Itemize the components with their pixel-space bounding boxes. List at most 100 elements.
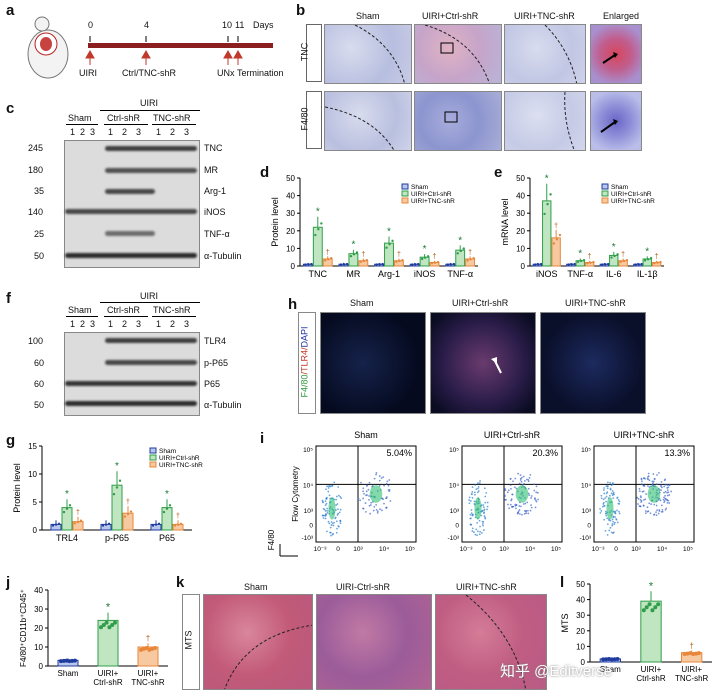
event-dot (378, 479, 381, 482)
data-point (385, 246, 388, 249)
event-dot (336, 503, 339, 505)
event-dot (609, 494, 611, 497)
data-point (604, 657, 609, 662)
event-dot (327, 490, 330, 493)
event-dot (471, 491, 474, 493)
h-stain-label: F4/80/TLR4/DAPI (299, 326, 310, 398)
event-dot (470, 512, 473, 515)
event-dot (606, 487, 609, 490)
y-tick-label: 5 (33, 498, 38, 507)
significance-mark: † (146, 634, 150, 643)
event-dot (534, 497, 536, 500)
event-dot (507, 503, 509, 506)
event-dot (537, 498, 539, 501)
h-sham-image (320, 312, 426, 414)
event-dot (330, 521, 333, 523)
flow-x-tick: 10⁻³ (460, 546, 474, 553)
data-point (653, 605, 658, 610)
data-point (320, 222, 323, 225)
lane-number: 3 (136, 127, 142, 137)
x-tick-label: TRL4 (56, 533, 78, 543)
event-dot (473, 491, 476, 494)
legend-swatch (149, 461, 157, 468)
event-dot (613, 523, 616, 526)
lane-number: 3 (184, 319, 190, 329)
data-point (610, 256, 613, 259)
event-dot (330, 485, 333, 487)
lane-number: 2 (170, 127, 176, 137)
event-dot (663, 496, 665, 499)
event-dot (325, 488, 327, 491)
event-dot (612, 497, 615, 500)
data-point (558, 233, 562, 237)
event-dot (664, 483, 667, 486)
data-point (345, 262, 349, 266)
event-dot (517, 472, 520, 475)
event-dot (657, 471, 660, 474)
x-tick-label: TNF-α (567, 269, 593, 279)
significance-mark: * (612, 242, 616, 253)
data-point (179, 522, 183, 526)
data-point (342, 263, 346, 266)
event-dot (473, 500, 476, 503)
f-group-tnc: TNC-shR (153, 305, 191, 315)
y-tick-label: 40 (576, 596, 585, 605)
day-11: 11 (235, 20, 245, 30)
data-point (99, 625, 103, 630)
flow-x-tick: 10³ (631, 546, 641, 553)
significance-mark: † (588, 254, 592, 261)
significance-mark: † (689, 641, 693, 650)
y-tick-label: 40 (34, 586, 43, 595)
event-dot (648, 502, 651, 505)
event-dot (527, 480, 530, 483)
event-dot (359, 499, 361, 502)
x-tick-label: Sham (600, 665, 621, 674)
y-tick-label: 15 (28, 442, 37, 451)
flow-y-tick: -10³ (301, 535, 313, 542)
event-dot (517, 510, 520, 513)
b-col-enlarged: Enlarged (603, 11, 640, 21)
legend-label: UIRI+TNC-shR (159, 462, 203, 469)
event-dot (660, 489, 662, 491)
y-tick-label: 30 (34, 605, 43, 614)
data-point (327, 258, 330, 261)
data-point (395, 260, 398, 263)
b-row-f480-box: F4/80 (300, 91, 322, 149)
data-point (549, 193, 552, 196)
event-dot (667, 491, 670, 494)
flow-plot-frame (593, 445, 695, 543)
day-10: 10 (222, 20, 233, 30)
c-group-sham: Sham (68, 113, 92, 123)
event-dot (614, 512, 617, 515)
event-dot (379, 508, 381, 511)
data-point (600, 263, 604, 266)
x-tick-label: UIRI+ (98, 669, 119, 678)
event-dot (334, 517, 337, 520)
legend-swatch (401, 183, 409, 190)
event-dot (611, 490, 614, 492)
event-dot (482, 524, 484, 527)
event-dot (608, 529, 611, 532)
event-dot (508, 507, 511, 510)
event-dot (357, 497, 360, 500)
legend-swatch (601, 197, 609, 204)
event-dot (335, 520, 338, 523)
c-marker-180: 180 (28, 165, 44, 175)
event-dot (516, 511, 519, 514)
k-sham-image (203, 594, 313, 690)
flow-y-tick: 10⁵ (581, 447, 591, 454)
data-point (324, 259, 327, 262)
event-dot (529, 509, 532, 512)
event-dot (644, 512, 647, 515)
days-unit: Days (253, 20, 274, 30)
c-protein-tnfa: TNF-α (204, 229, 230, 239)
event-dot (329, 485, 332, 488)
event-dot (610, 484, 613, 487)
data-point (375, 263, 378, 266)
data-point (362, 259, 366, 263)
event-dot (477, 487, 479, 490)
data-point (449, 263, 453, 266)
data-point (113, 620, 117, 625)
event-dot (617, 498, 620, 501)
